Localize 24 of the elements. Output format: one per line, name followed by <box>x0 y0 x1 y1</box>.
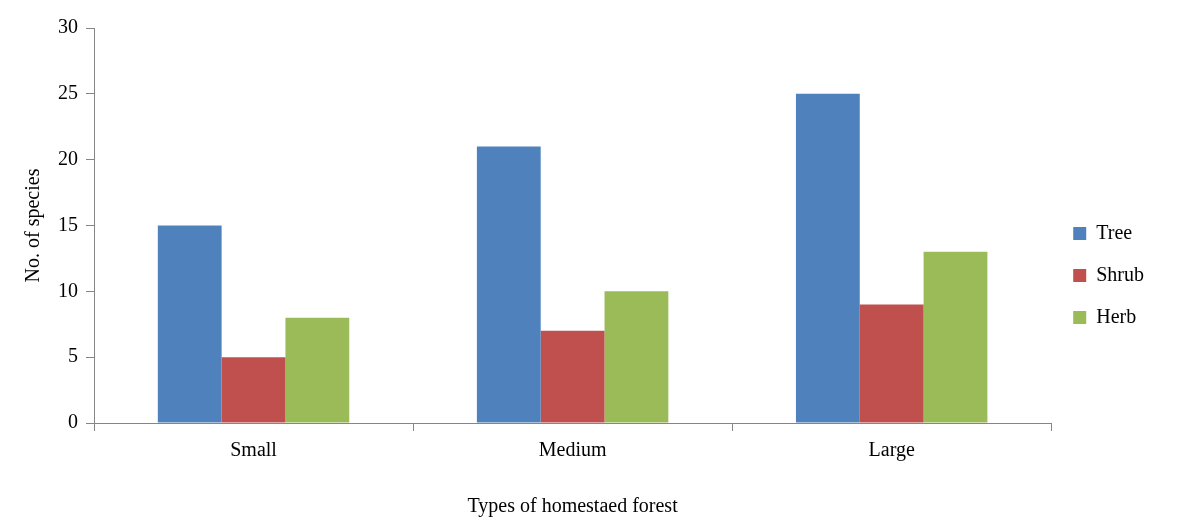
legend-label: Tree <box>1096 220 1133 243</box>
bar <box>157 225 222 423</box>
legend-label: Herb <box>1096 304 1137 327</box>
legend-label: Shrub <box>1096 262 1145 285</box>
y-tick-label: 30 <box>58 15 78 38</box>
bar <box>476 146 541 423</box>
x-tick-label: Large <box>868 438 915 462</box>
bar <box>285 317 350 423</box>
bar <box>923 251 988 423</box>
y-tick-label: 0 <box>68 410 78 433</box>
x-tick-label: Medium <box>538 438 607 461</box>
x-axis-title: Types of homestaed forest <box>467 494 679 518</box>
y-axis-title: No. of species <box>21 168 45 283</box>
bar <box>221 357 286 423</box>
y-tick-label: 5 <box>68 344 78 367</box>
x-tick-label: Small <box>230 438 278 461</box>
bar <box>540 330 605 423</box>
y-tick-label: 10 <box>58 278 78 301</box>
bar <box>859 304 924 423</box>
y-tick-label: 20 <box>58 146 78 169</box>
y-tick-label: 15 <box>58 212 78 235</box>
bar <box>604 291 669 423</box>
bar <box>795 93 860 423</box>
y-tick-label: 25 <box>58 81 78 104</box>
